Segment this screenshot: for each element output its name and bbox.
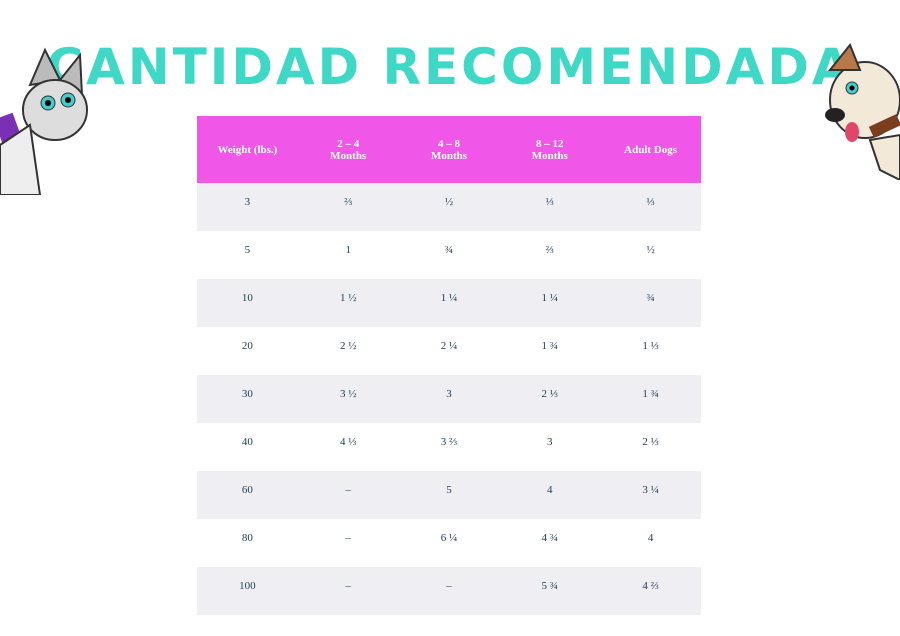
table-cell: 1 ¾ — [600, 375, 701, 423]
table-cell: 1 ¾ — [541, 340, 559, 352]
table-cell: 5 — [398, 471, 500, 519]
table-cell: – — [345, 532, 351, 544]
table-cell: ⅓ — [499, 183, 601, 231]
feeding-table: Weight (lbs.) 2 – 4 Months 4 – 8 Months 8 –… — [197, 116, 701, 615]
table-cell: 10 — [197, 279, 298, 327]
header-row: Weight (lbs.) 2 – 4 Months 4 – 8 Months 8 –… — [197, 116, 701, 183]
table-cell: 60 — [197, 471, 298, 519]
table-cell: 40 — [241, 436, 253, 448]
table-cell: 2 ½ — [339, 340, 357, 352]
table-cell: 4 — [499, 471, 601, 519]
table-row: 40 4 ⅓ 3 ⅔ 3 2 ⅓ — [197, 423, 701, 471]
table-cell: ⅔ — [545, 244, 554, 256]
table-cell: 80 — [241, 532, 253, 544]
table-row: 80 – 6 ¼ 4 ¾ 4 — [197, 519, 701, 567]
table-cell: 100 — [197, 567, 298, 615]
table-cell: 3 ½ — [297, 375, 399, 423]
table-cell: 3 — [197, 183, 298, 231]
table-cell: 4 — [647, 532, 654, 544]
table-cell: ½ — [398, 183, 500, 231]
table-cell: 1 ¼ — [499, 279, 601, 327]
dog-illustration — [825, 43, 900, 180]
table-cell: 5 — [244, 244, 251, 256]
column-header: Weight (lbs.) — [197, 116, 298, 183]
table-row: 5 1 ¾ ⅔ ½ — [197, 231, 701, 279]
column-header: Adult Dogs — [600, 116, 701, 183]
table-cell: 3 — [547, 436, 553, 448]
table-cell: 1 ⅓ — [642, 340, 659, 352]
table-row: 20 2 ½ 2 ¼ 1 ¾ 1 ⅓ — [197, 327, 701, 375]
table-cell: 2 ⅓ — [499, 375, 601, 423]
table-cell: 2 ⅓ — [642, 436, 659, 448]
table-cell: – — [297, 471, 399, 519]
table-cell: ⅔ — [297, 183, 399, 231]
table-cell: ½ — [646, 244, 655, 256]
table-cell: 1 ¼ — [398, 279, 500, 327]
table-cell: 1 ½ — [297, 279, 399, 327]
table-cell: 6 ¼ — [440, 532, 458, 544]
table-cell: 4 ⅓ — [339, 436, 357, 448]
table-cell: ⅓ — [600, 183, 701, 231]
table-cell: 5 ¾ — [499, 567, 601, 615]
table-cell: 4 ⅔ — [600, 567, 701, 615]
table-cell: 30 — [197, 375, 298, 423]
cat-illustration — [0, 47, 88, 195]
table-cell: 4 ¾ — [541, 532, 559, 544]
table-cell: ¾ — [444, 244, 454, 256]
table-cell: 1 — [345, 244, 351, 256]
table-cell: 3 — [398, 375, 500, 423]
table-cell: – — [297, 567, 399, 615]
title: CANTIDAD RECOMENDADA — [46, 38, 854, 96]
table-row: 60–5 4 3 ¼ — [197, 471, 701, 519]
table-cell: 2 ¼ — [440, 340, 458, 352]
table-cell: 20 — [241, 340, 253, 352]
table-cell: ¾ — [600, 279, 701, 327]
table-cell: 3 ¼ — [600, 471, 701, 519]
table-cell: – — [398, 567, 500, 615]
column-header: 2 – 4 Months — [297, 116, 399, 183]
column-header: 8 – 12 Months — [499, 116, 601, 183]
column-header: 4 – 8 Months — [398, 116, 500, 183]
table-cell: 3 ⅔ — [440, 436, 458, 448]
